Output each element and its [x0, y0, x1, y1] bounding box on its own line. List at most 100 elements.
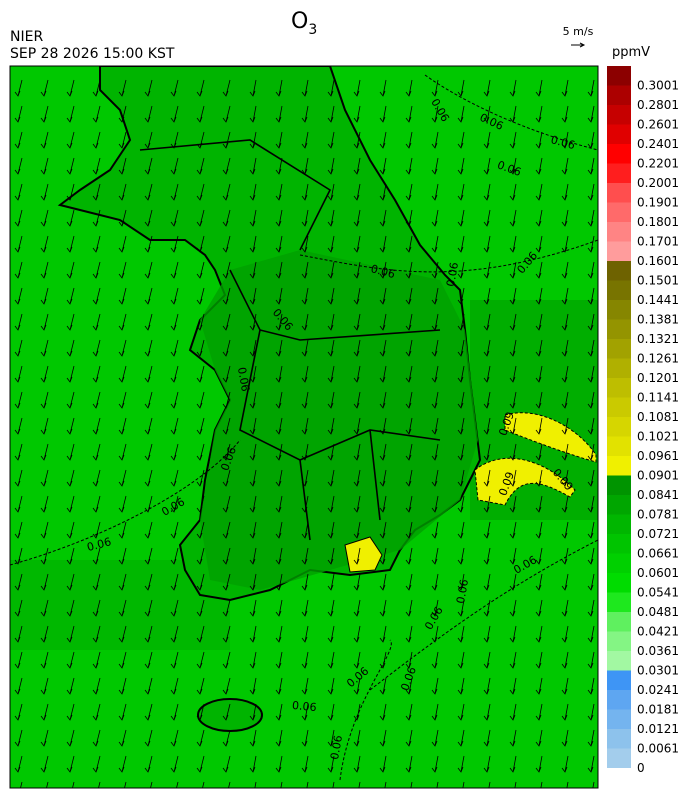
- wind-arrow: [66, 417, 75, 435]
- wind-arrow: [483, 625, 491, 643]
- wind-arrow: [457, 547, 465, 565]
- wind-arrow: [118, 703, 127, 721]
- wind-arrow: [353, 755, 361, 773]
- wind-arrow: [405, 157, 413, 175]
- wind-arrow: [14, 521, 23, 539]
- wind-arrow: [358, 781, 361, 788]
- wind-arrow: [587, 105, 595, 123]
- wind-arrow: [457, 417, 465, 435]
- wind-arrow: [587, 703, 595, 721]
- wind-arrow: [509, 677, 517, 695]
- wind-arrow: [170, 131, 179, 149]
- wind-arrow: [176, 781, 179, 788]
- wind-arrow: [275, 131, 283, 149]
- wind-arrow: [196, 157, 205, 175]
- wind-arrow: [301, 365, 309, 383]
- title: O3: [291, 9, 317, 38]
- wind-arrow: [222, 495, 231, 513]
- colorbar-label: 0.1381: [637, 313, 679, 327]
- wind-arrow: [483, 313, 491, 331]
- wind-arrow: [483, 443, 491, 461]
- wind-arrow: [431, 105, 439, 123]
- wind-arrow: [222, 443, 231, 461]
- wind-arrow: [118, 339, 127, 357]
- wind-arrow: [379, 417, 387, 435]
- wind-arrow: [150, 781, 153, 788]
- wind-arrow: [405, 183, 413, 201]
- wind-arrow: [535, 573, 543, 591]
- wind-arrow: [431, 755, 439, 773]
- wind-arrow: [509, 287, 517, 305]
- wind-arrow: [535, 599, 543, 617]
- colorbar-box: [607, 709, 631, 729]
- wind-arrow: [249, 391, 257, 409]
- wind-arrow: [535, 131, 543, 149]
- wind-arrow: [275, 417, 283, 435]
- wind-arrow: [405, 703, 413, 721]
- wind-arrow: [196, 625, 205, 643]
- wind-arrow: [509, 729, 517, 747]
- wind-arrow: [170, 209, 179, 227]
- wind-arrow: [587, 339, 595, 357]
- wind-arrow: [327, 235, 335, 253]
- wind-arrow: [509, 651, 517, 669]
- wind-arrow: [118, 599, 127, 617]
- wind-arrow: [431, 157, 439, 175]
- wind-arrow: [405, 209, 413, 227]
- colorbar-label: 0.1441: [637, 293, 679, 307]
- wind-arrow: [170, 339, 179, 357]
- wind-arrow: [410, 781, 413, 788]
- wind-arrow: [327, 573, 335, 591]
- wind-arrow: [561, 287, 569, 305]
- wind-arrow: [14, 209, 23, 227]
- wind-arrow: [275, 443, 283, 461]
- title-subscript: 3: [308, 22, 317, 38]
- wind-arrow: [535, 79, 543, 97]
- wind-arrow: [275, 625, 283, 643]
- wind-arrow: [327, 365, 335, 383]
- wind-arrow: [457, 313, 465, 331]
- wind-arrow: [301, 677, 309, 695]
- wind-arrow: [561, 599, 569, 617]
- colorbar-label: 0.0181: [637, 703, 679, 717]
- wind-arrow: [249, 547, 257, 565]
- wind-arrow: [118, 235, 127, 253]
- wind-arrow: [509, 339, 517, 357]
- wind-arrow: [431, 521, 439, 539]
- wind-arrow: [301, 755, 309, 773]
- wind-arrow: [249, 235, 257, 253]
- wind-arrow: [405, 235, 413, 253]
- wind-arrow: [457, 391, 465, 409]
- ozone-high-area: [504, 412, 597, 463]
- wind-arrow: [379, 209, 387, 227]
- wind-arrow: [92, 599, 101, 617]
- colorbar-label: 0.0661: [637, 547, 679, 561]
- wind-arrow: [561, 547, 569, 565]
- wind-arrow: [457, 573, 465, 591]
- wind-arrow: [587, 469, 595, 487]
- wind-arrow: [405, 599, 413, 617]
- wind-arrow: [170, 677, 179, 695]
- wind-arrow: [462, 781, 465, 788]
- wind-arrow: [170, 391, 179, 409]
- wind-arrow: [144, 625, 153, 643]
- map: 0.06 0.060.060.060.06 0.06 0.060.060.060.06…: [10, 66, 598, 788]
- wind-arrow: [275, 469, 283, 487]
- wind-arrow: [353, 339, 361, 357]
- wind-arrow: [509, 235, 517, 253]
- wind-arrow: [379, 79, 387, 97]
- wind-arrow: [92, 157, 101, 175]
- wind-arrow: [98, 781, 101, 788]
- wind-arrow: [118, 79, 127, 97]
- wind-arrow: [405, 417, 413, 435]
- wind-arrow: [301, 495, 309, 513]
- wind-arrow: [222, 79, 231, 97]
- wind-arrow: [40, 417, 49, 435]
- wind-field: [14, 79, 595, 788]
- wind-arrow: [301, 651, 309, 669]
- wind-arrow: [535, 339, 543, 357]
- wind-arrow: [535, 755, 543, 773]
- wind-arrow: [457, 235, 465, 253]
- wind-arrow: [301, 131, 309, 149]
- wind-arrow: [249, 183, 257, 201]
